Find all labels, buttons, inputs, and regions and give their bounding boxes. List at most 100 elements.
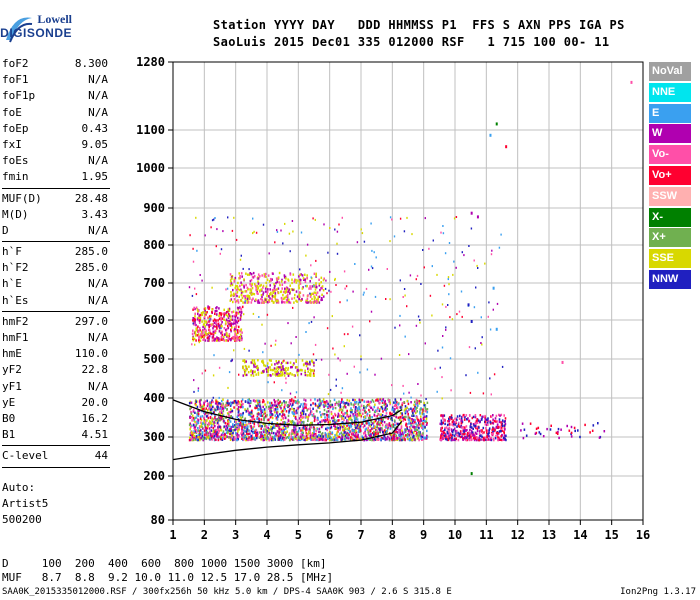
param-row: foF1 N/A xyxy=(2,72,110,88)
echo-point xyxy=(347,435,349,438)
echo-point xyxy=(218,326,221,330)
param-name: hmF1 xyxy=(2,331,29,344)
echo-point xyxy=(219,428,221,432)
echo-point xyxy=(235,328,237,332)
echo-point xyxy=(302,407,305,410)
echo-point xyxy=(231,283,234,287)
echo-point xyxy=(205,433,208,436)
echo-point xyxy=(270,409,273,413)
echo-point xyxy=(447,278,449,281)
echo-point xyxy=(298,295,301,298)
echo-point xyxy=(398,354,401,356)
echo-point xyxy=(212,327,214,330)
echo-point xyxy=(489,377,491,380)
echo-point xyxy=(222,430,225,433)
echo-point xyxy=(300,273,302,276)
echo-point xyxy=(414,400,416,404)
echo-point xyxy=(334,279,336,281)
echo-point xyxy=(330,438,333,442)
echo-point xyxy=(491,428,494,431)
echo-point xyxy=(425,437,427,440)
echo-point xyxy=(284,280,287,284)
echo-point xyxy=(255,434,258,437)
echo-point xyxy=(487,419,489,423)
echo-point xyxy=(232,429,234,432)
echo-point xyxy=(381,420,384,423)
echo-point xyxy=(192,308,194,311)
echo-point xyxy=(273,404,275,407)
echo-point xyxy=(389,411,391,415)
echo-point xyxy=(489,438,492,441)
echo-point xyxy=(414,411,417,415)
echo-point xyxy=(323,408,326,412)
logo-line1: Lowell xyxy=(37,12,72,26)
echo-point xyxy=(312,369,315,373)
echo-point xyxy=(285,361,288,365)
echo-point xyxy=(206,433,209,437)
echo-point xyxy=(203,403,205,406)
echo-point xyxy=(410,433,413,436)
echo-point xyxy=(257,366,259,370)
echo-point xyxy=(312,217,314,220)
echo-point xyxy=(229,299,232,302)
echo-point xyxy=(415,407,417,410)
echo-point xyxy=(245,365,248,369)
echo-point xyxy=(246,286,249,290)
echo-point xyxy=(281,415,283,418)
echo-point xyxy=(461,419,463,422)
echo-point xyxy=(218,408,220,411)
echo-point xyxy=(278,374,280,377)
echo-point xyxy=(287,366,290,370)
echo-point xyxy=(405,424,407,427)
echo-point xyxy=(290,437,292,441)
echo-point xyxy=(401,438,403,442)
echo-point xyxy=(320,276,323,279)
echo-point xyxy=(340,438,343,442)
echo-point xyxy=(324,401,327,404)
echo-point xyxy=(249,283,251,286)
echo-point xyxy=(410,419,412,422)
echo-point xyxy=(203,315,206,319)
echo-point xyxy=(483,438,486,442)
echo-point xyxy=(227,436,230,439)
echo-point xyxy=(406,435,409,439)
echo-point xyxy=(489,328,492,331)
echo-point xyxy=(393,235,396,238)
echo-point xyxy=(211,219,214,222)
echo-point xyxy=(473,306,476,309)
echo-point xyxy=(320,433,323,436)
echo-point xyxy=(310,264,312,267)
echo-point xyxy=(416,428,419,431)
echo-point xyxy=(288,288,291,291)
echo-point xyxy=(354,417,356,420)
echo-point xyxy=(573,426,576,430)
param-row: B1 4.51 xyxy=(2,427,110,443)
echo-point xyxy=(319,420,321,424)
echo-point xyxy=(227,308,230,311)
echo-point xyxy=(225,313,228,317)
echo-point xyxy=(321,437,323,440)
echo-point xyxy=(257,273,260,276)
echo-point xyxy=(431,314,433,317)
echo-point xyxy=(455,417,458,420)
echo-point xyxy=(415,432,418,435)
x-tick-label: 2 xyxy=(201,528,208,542)
echo-point xyxy=(306,297,309,300)
echo-point xyxy=(218,412,220,416)
echo-point xyxy=(343,405,346,408)
param-name: foE xyxy=(2,105,22,119)
echo-point xyxy=(451,436,453,439)
echo-point xyxy=(216,405,219,408)
echo-point xyxy=(310,320,313,323)
echo-point xyxy=(232,431,234,435)
echo-point xyxy=(411,438,414,442)
echo-point xyxy=(500,427,502,430)
echo-point xyxy=(456,313,458,316)
echo-point xyxy=(452,428,455,432)
echo-point xyxy=(442,421,444,425)
echo-point xyxy=(216,402,218,405)
echo-point xyxy=(249,432,251,435)
echo-point xyxy=(192,417,195,420)
echo-point xyxy=(350,433,353,436)
echo-point xyxy=(289,250,291,253)
